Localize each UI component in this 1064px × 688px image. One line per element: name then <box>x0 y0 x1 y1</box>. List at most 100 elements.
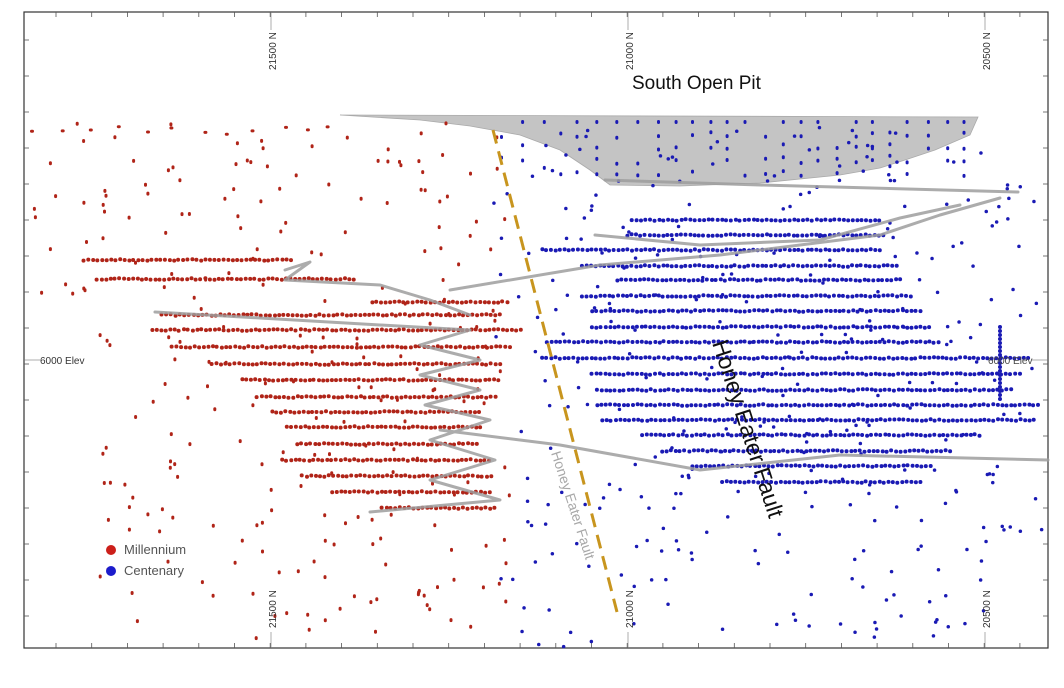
centenary-dot <box>657 248 661 253</box>
centenary-dot <box>828 324 833 329</box>
centenary-dot <box>1030 366 1034 371</box>
centenary-dot <box>805 263 810 268</box>
millennium-dot <box>324 409 328 414</box>
millennium-dot <box>352 594 356 599</box>
centenary-dot <box>918 372 923 377</box>
centenary-dot <box>808 278 813 283</box>
centenary-dot <box>546 502 550 507</box>
centenary-dot <box>575 247 580 252</box>
centenary-dot <box>652 356 657 361</box>
millennium-dot <box>411 328 416 333</box>
centenary-dot <box>870 158 874 163</box>
millennium-dot <box>75 121 79 126</box>
centenary-dot <box>837 293 841 298</box>
centenary-dot <box>976 356 981 361</box>
millennium-dot <box>376 312 381 317</box>
centenary-dot <box>716 339 721 344</box>
millennium-dot <box>244 257 249 262</box>
centenary-dot <box>833 340 837 345</box>
centenary-dot <box>914 388 919 392</box>
centenary-dot <box>706 356 711 361</box>
centenary-dot <box>793 618 798 622</box>
centenary-dot <box>752 388 757 393</box>
millennium-dot <box>430 394 435 399</box>
centenary-dot <box>955 418 960 423</box>
centenary-dot <box>680 432 685 437</box>
millennium-dot <box>259 361 264 366</box>
centenary-dot <box>966 198 970 202</box>
centenary-dot <box>746 217 751 222</box>
millennium-dot <box>261 277 266 282</box>
millennium-dot <box>403 361 408 366</box>
millennium-dot <box>389 442 394 447</box>
millennium-dot <box>312 559 316 564</box>
millennium-dot <box>91 258 96 262</box>
centenary-dot <box>769 339 774 344</box>
centenary-dot <box>828 480 833 485</box>
centenary-dot <box>519 429 523 434</box>
centenary-dot <box>842 433 847 438</box>
centenary-dot <box>908 406 912 410</box>
millennium-dot <box>146 512 150 517</box>
centenary-dot <box>649 432 654 437</box>
centenary-dot <box>658 154 663 158</box>
centenary-dot <box>575 120 579 124</box>
centenary-dot <box>600 418 605 423</box>
centenary-dot <box>896 387 901 392</box>
millennium-dot <box>447 506 452 511</box>
centenary-dot <box>667 418 672 423</box>
millennium-dot <box>280 457 285 462</box>
centenary-dot <box>624 264 629 269</box>
millennium-dot <box>349 362 354 367</box>
centenary-dot <box>664 577 668 582</box>
centenary-dot <box>817 125 822 130</box>
centenary-dot <box>772 449 777 453</box>
centenary-dot <box>903 468 907 472</box>
centenary-dot <box>729 372 734 377</box>
millennium-dot <box>483 490 488 495</box>
millennium-dot <box>355 342 359 347</box>
millennium-dot <box>319 276 324 281</box>
centenary-dot <box>783 324 788 329</box>
millennium-dot <box>237 361 242 366</box>
centenary-dot <box>559 131 563 136</box>
centenary-dot <box>621 308 626 313</box>
millennium-dot <box>367 345 372 350</box>
millennium-dot <box>326 473 331 478</box>
centenary-dot <box>1000 524 1004 529</box>
centenary-dot <box>740 415 744 419</box>
millennium-dot <box>498 344 503 349</box>
centenary-dot <box>894 449 899 454</box>
centenary-dot <box>543 522 548 526</box>
centenary-dot <box>594 309 599 313</box>
centenary-dot <box>891 309 896 314</box>
centenary-dot <box>675 325 680 330</box>
centenary-dot <box>1007 196 1011 201</box>
millennium-dot <box>388 300 393 305</box>
millennium-dot <box>369 600 373 605</box>
centenary-dot <box>861 549 866 553</box>
millennium-dot <box>317 312 322 317</box>
millennium-dot <box>293 424 298 429</box>
millennium-dot <box>260 462 264 467</box>
centenary-dot <box>922 325 927 330</box>
millennium-dot <box>447 425 452 430</box>
centenary-dot <box>829 418 834 422</box>
millennium-dot <box>379 377 384 382</box>
millennium-dot <box>489 474 494 479</box>
centenary-dot <box>895 294 900 299</box>
millennium-dot <box>318 474 322 479</box>
millennium-dot <box>105 338 109 343</box>
millennium-dot <box>340 361 345 366</box>
millennium-dot <box>424 490 429 495</box>
millennium-dot <box>314 416 318 420</box>
centenary-dot <box>679 340 684 345</box>
centenary-dot <box>884 449 889 454</box>
centenary-dot <box>878 309 883 313</box>
millennium-dot <box>88 128 93 132</box>
centenary-dot <box>715 217 720 222</box>
millennium-dot <box>274 410 279 415</box>
millennium-dot <box>498 362 503 367</box>
centenary-dot <box>958 355 963 360</box>
millennium-dot <box>222 325 226 329</box>
